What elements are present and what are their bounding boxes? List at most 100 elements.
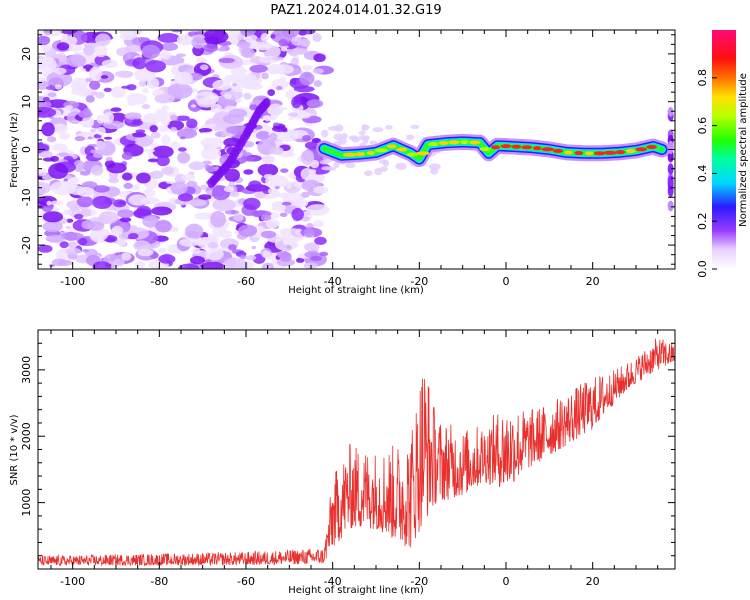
noise-blob — [280, 46, 288, 52]
noise-blob — [56, 42, 70, 51]
noise-blob — [228, 181, 235, 186]
noise-blob — [312, 219, 324, 228]
noise-blob — [313, 80, 322, 87]
noise-blob — [280, 244, 293, 252]
colorbar-tick-label: 0.8 — [696, 69, 709, 87]
noise-blob — [105, 156, 113, 161]
signal-hotspot — [646, 145, 657, 150]
x-tick-label: -40 — [324, 275, 342, 288]
noise-blob — [59, 241, 69, 249]
noise-blob — [272, 205, 286, 212]
noise-blob — [142, 88, 149, 94]
noise-blob — [40, 150, 53, 158]
signal-hotspot — [615, 150, 626, 155]
noise-blob — [240, 30, 256, 37]
noise-blob — [177, 263, 200, 269]
noise-blob — [239, 255, 247, 260]
noise-blob — [184, 223, 204, 240]
noise-blob — [102, 112, 115, 124]
noise-blob — [243, 169, 254, 175]
signal-hotspot — [491, 145, 501, 150]
noise-blob — [90, 228, 109, 241]
noise-blob — [378, 159, 387, 164]
noise-blob — [254, 190, 266, 199]
noise-blob — [112, 258, 125, 267]
colorbar-label: Normalized spectral amplitude — [738, 73, 749, 227]
noise-blob — [267, 103, 284, 116]
spectrogram-x-axis: -100 -80 -60 -40 -20 0 20 — [50, 30, 659, 288]
noise-blob — [202, 160, 212, 165]
noise-blob — [181, 40, 191, 45]
signal-hotspot — [438, 140, 449, 145]
spectrogram-signal-track — [316, 133, 670, 168]
noise-blob — [150, 206, 173, 216]
spectrogram-noise-field — [38, 30, 674, 269]
noise-blob — [305, 204, 330, 216]
noise-blob — [141, 103, 151, 110]
noise-blob — [78, 110, 93, 119]
noise-blob — [293, 198, 309, 208]
noise-blob — [333, 161, 340, 168]
noise-blob — [207, 241, 219, 249]
noise-blob — [165, 180, 175, 184]
noise-blob — [229, 190, 240, 198]
x-tick-label: -20 — [410, 575, 428, 588]
noise-blob — [161, 166, 175, 175]
x-tick-label: -100 — [60, 575, 85, 588]
noise-blob — [92, 261, 112, 269]
noise-blob — [271, 126, 288, 132]
noise-blob — [137, 248, 154, 257]
noise-blob — [395, 162, 407, 170]
noise-blob — [168, 197, 177, 205]
noise-blob — [312, 33, 322, 43]
noise-blob — [134, 261, 145, 269]
noise-blob — [300, 149, 315, 166]
noise-blob — [46, 136, 57, 143]
noise-blob — [170, 141, 181, 149]
signal-hotspot — [427, 142, 439, 147]
noise-blob — [125, 44, 145, 53]
noise-blob — [143, 188, 156, 198]
noise-blob — [50, 123, 69, 134]
noise-blob — [262, 115, 270, 120]
signal-hotspot — [585, 151, 594, 156]
noise-blob — [279, 212, 288, 218]
noise-blob — [171, 30, 183, 33]
noise-blob — [150, 131, 161, 139]
noise-blob — [136, 205, 152, 217]
noise-blob — [96, 141, 107, 151]
noise-blob — [67, 44, 83, 52]
noise-blob — [287, 150, 293, 156]
signal-hotspot — [366, 150, 375, 155]
noise-blob — [272, 56, 284, 61]
noise-blob — [50, 200, 64, 206]
noise-blob — [372, 127, 384, 133]
noise-blob — [127, 102, 136, 106]
noise-blob — [66, 218, 74, 223]
noise-blob — [51, 258, 67, 267]
noise-blob — [126, 84, 137, 91]
noise-blob — [304, 242, 320, 252]
noise-blob — [247, 70, 263, 86]
noise-blob — [175, 53, 186, 57]
noise-blob — [191, 248, 201, 254]
colorbar-ticks: 0.0 0.2 0.4 0.6 0.8 — [696, 69, 717, 278]
noise-blob — [45, 234, 64, 243]
noise-blob — [90, 165, 104, 176]
noise-blob — [110, 107, 122, 112]
x-tick-label: -100 — [60, 275, 85, 288]
noise-blob — [198, 194, 212, 200]
noise-blob — [212, 198, 236, 212]
noise-blob — [161, 134, 171, 146]
noise-blob — [96, 126, 106, 136]
x-tick-label: -40 — [324, 575, 342, 588]
noise-blob — [48, 163, 69, 179]
noise-blob — [237, 224, 258, 237]
signal-hotspot — [574, 151, 584, 156]
snr-series-line — [38, 338, 675, 567]
noise-blob — [155, 220, 172, 233]
signal-hotspot — [355, 152, 366, 157]
y-tick-label: -20 — [20, 236, 33, 254]
noise-blob — [123, 182, 133, 190]
noise-blob — [161, 105, 170, 110]
